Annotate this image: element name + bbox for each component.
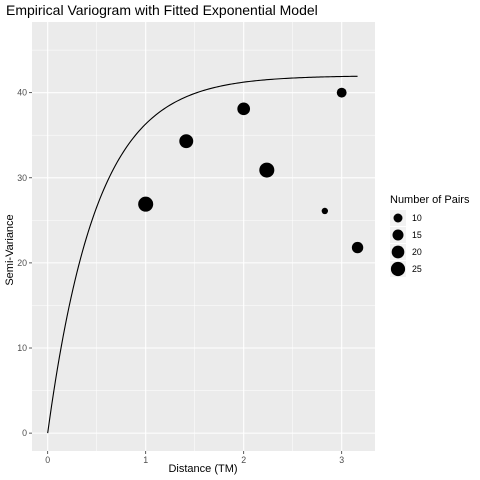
- data-point: [179, 134, 194, 149]
- fitted-curve-group: [47, 75, 358, 434]
- fitted-exponential-curve: [47, 75, 358, 434]
- legend-label: 15: [412, 230, 422, 240]
- plot-panel: [32, 22, 375, 451]
- x-tick-label: 2: [241, 455, 246, 465]
- legend-key-point: [390, 261, 406, 277]
- data-point: [336, 87, 347, 98]
- legend-label: 10: [412, 213, 422, 223]
- data-points: [138, 87, 364, 254]
- y-tick-label: 0: [22, 428, 27, 438]
- data-point: [321, 207, 328, 215]
- y-tick-label: 30: [17, 173, 27, 183]
- x-axis-title: Distance (TM): [168, 463, 237, 475]
- data-point: [237, 102, 251, 116]
- legend-key-point: [393, 213, 403, 223]
- y-axis-title: Semi-Variance: [4, 214, 16, 285]
- legend-label: 20: [412, 247, 422, 257]
- x-tick-label: 3: [339, 455, 344, 465]
- x-tick-label: 0: [45, 455, 50, 465]
- chart-title: Empirical Variogram with Fitted Exponent…: [6, 2, 318, 18]
- grid-lines: [32, 22, 375, 451]
- data-point: [138, 196, 154, 212]
- x-tick-label: 1: [143, 455, 148, 465]
- y-tick-label: 40: [17, 88, 27, 98]
- legend: Number of Pairs 10 15 20 25: [390, 194, 470, 277]
- legend-label: 25: [412, 264, 422, 274]
- y-tick-label: 20: [17, 258, 27, 268]
- data-point: [259, 162, 275, 178]
- legend-key-point: [392, 229, 404, 241]
- data-point: [351, 241, 364, 254]
- y-tick-label: 10: [17, 343, 27, 353]
- legend-key-point: [391, 245, 405, 259]
- legend-title: Number of Pairs: [390, 194, 470, 206]
